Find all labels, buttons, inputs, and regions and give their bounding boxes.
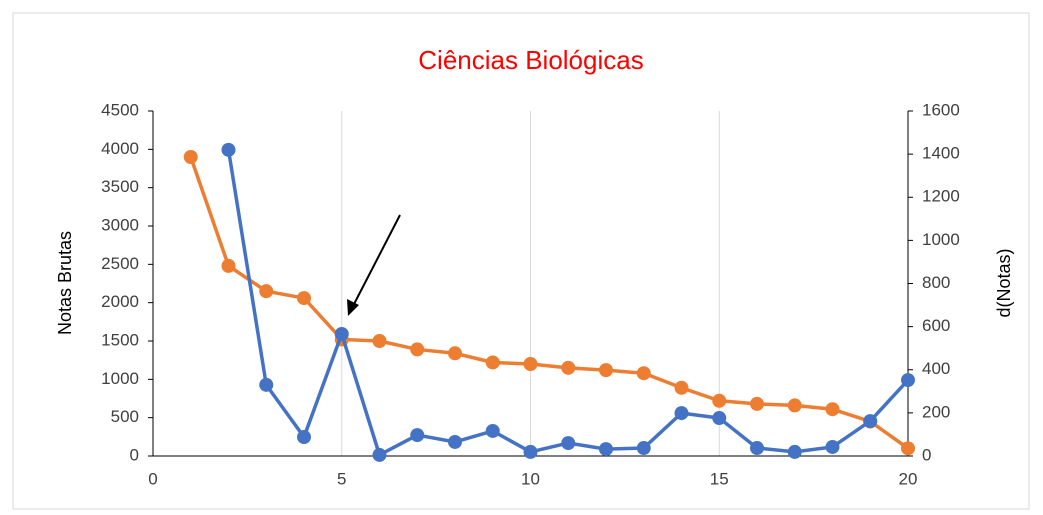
- data-point: [485, 423, 500, 438]
- data-point: [712, 393, 727, 408]
- y-tick-label: 4500: [101, 100, 139, 119]
- data-point: [221, 142, 236, 157]
- data-point: [825, 439, 840, 454]
- y2-tick-label: 200: [922, 402, 950, 421]
- data-point: [334, 326, 349, 341]
- data-point: [561, 360, 576, 375]
- data-point: [410, 428, 425, 443]
- data-point: [259, 377, 274, 392]
- y2-tick-label: 0: [922, 445, 931, 464]
- data-point: [372, 334, 387, 348]
- data-point: [259, 284, 274, 299]
- y2-tick-label: 800: [922, 273, 950, 292]
- data-point: [599, 363, 613, 378]
- y2-tick-label: 600: [922, 316, 950, 335]
- data-point: [863, 414, 878, 429]
- data-point: [901, 373, 915, 388]
- data-point: [183, 150, 198, 164]
- y-tick-label: 2000: [101, 292, 139, 311]
- y-tick-label: 0: [130, 445, 139, 464]
- y2-tick-label: 1600: [922, 100, 960, 119]
- y2-axis-label: d(Notas): [994, 248, 1014, 317]
- y-tick-label: 2500: [101, 254, 139, 273]
- y-tick-label: 500: [111, 407, 139, 426]
- x-tick-label: 15: [710, 469, 729, 488]
- chart-title: Ciências Biológicas: [418, 45, 643, 75]
- data-point: [448, 434, 462, 449]
- data-point: [787, 444, 802, 459]
- data-point: [599, 442, 613, 457]
- x-tick-label: 0: [148, 469, 157, 488]
- y2-tick-label: 400: [922, 359, 950, 378]
- y-tick-label: 1500: [101, 330, 139, 349]
- y2-tick-label: 1200: [922, 187, 960, 206]
- data-point: [712, 411, 727, 426]
- data-point: [674, 406, 689, 421]
- x-tick-label: 20: [899, 469, 918, 488]
- chart-frame: [12, 12, 1030, 510]
- x-tick-label: 10: [521, 469, 540, 488]
- y2-tick-label: 1400: [922, 144, 960, 163]
- x-tick-label: 5: [337, 469, 346, 488]
- y-tick-label: 3000: [101, 215, 139, 234]
- annotation-arrow: [347, 214, 401, 316]
- data-point: [410, 342, 425, 357]
- data-point: [825, 402, 840, 417]
- data-point: [523, 357, 538, 371]
- data-point: [372, 447, 387, 462]
- data-point: [297, 430, 311, 445]
- data-point: [523, 444, 538, 459]
- data-point: [750, 441, 764, 456]
- data-point: [901, 441, 915, 456]
- data-point: [636, 441, 651, 456]
- data-point: [221, 258, 236, 273]
- data-point: [636, 366, 651, 381]
- y-tick-label: 3500: [101, 177, 139, 196]
- data-point: [750, 396, 764, 411]
- y2-tick-label: 1000: [922, 230, 960, 249]
- data-point: [561, 436, 576, 451]
- data-point: [485, 355, 500, 370]
- data-point: [448, 346, 462, 361]
- y-tick-label: 4000: [101, 139, 139, 158]
- data-point: [787, 398, 802, 413]
- data-point: [674, 380, 689, 395]
- data-point: [297, 291, 311, 306]
- y-axis-label: Notas Brutas: [55, 231, 75, 335]
- y-tick-label: 1000: [101, 369, 139, 388]
